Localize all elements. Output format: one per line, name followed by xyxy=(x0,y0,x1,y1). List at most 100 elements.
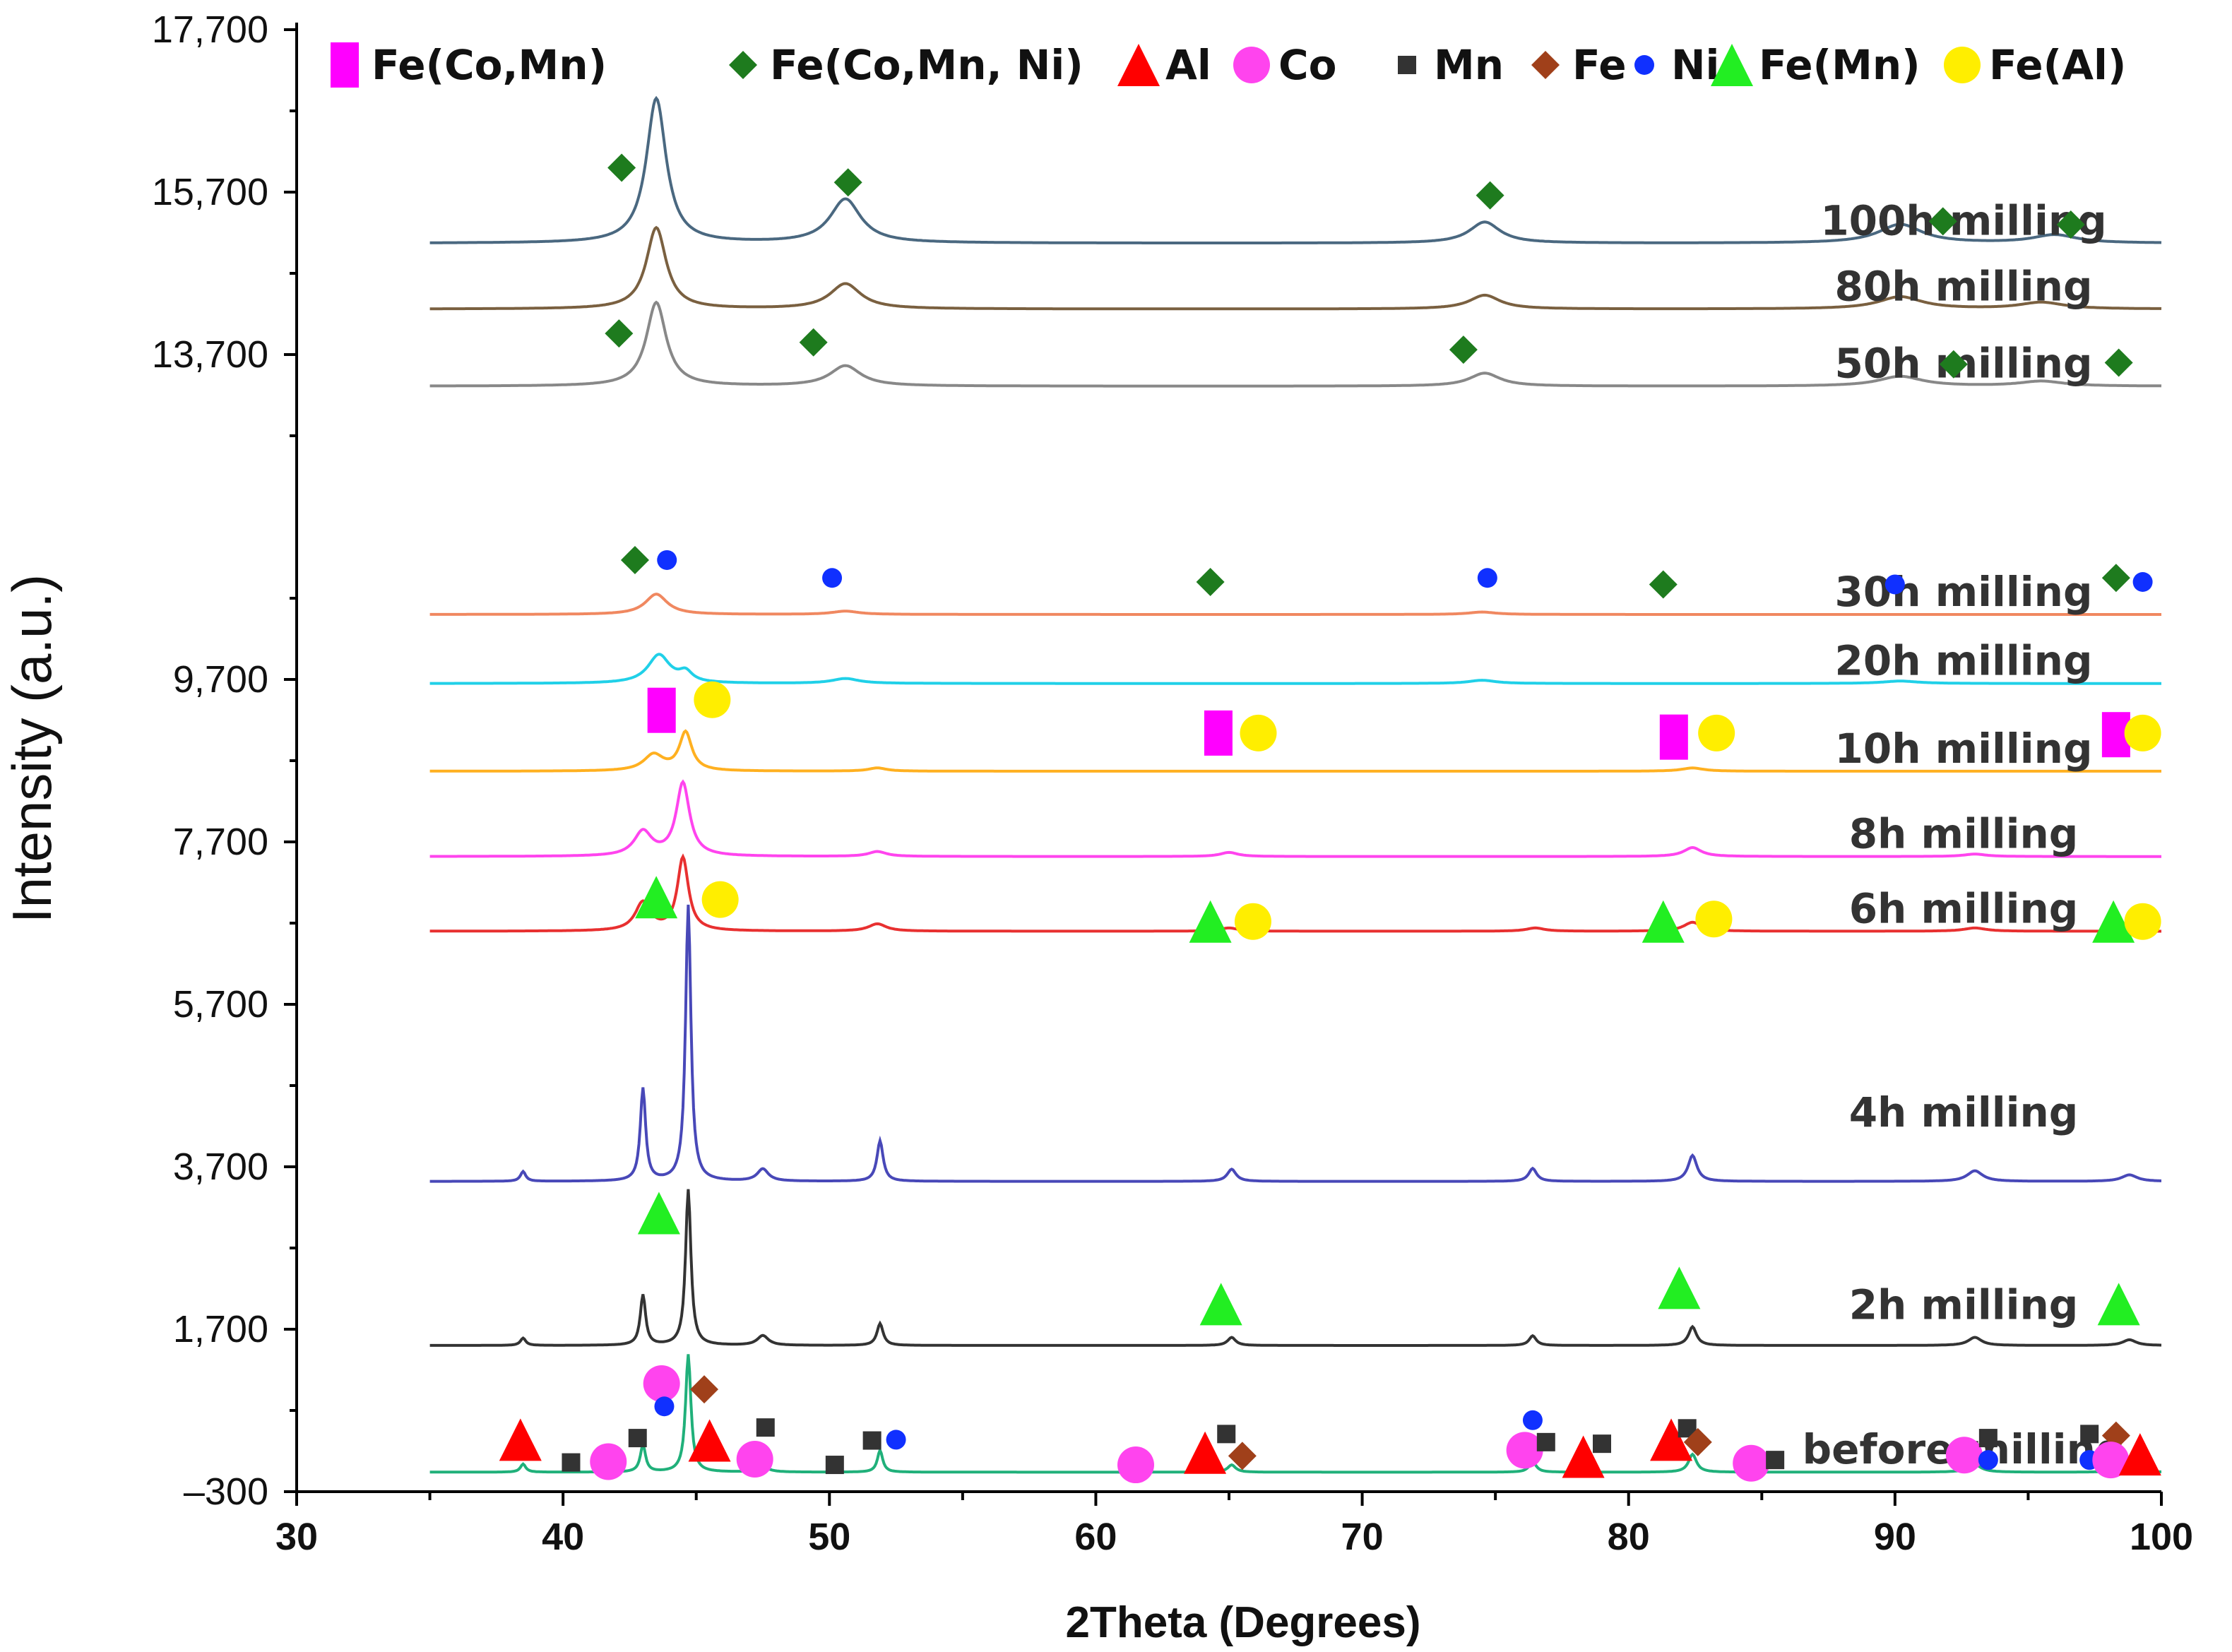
circle-marker xyxy=(1698,714,1735,751)
legend-entry: Fe(Co,Mn) xyxy=(372,41,607,89)
circle-marker xyxy=(643,1365,680,1403)
dot-marker xyxy=(1522,1410,1543,1430)
y-tick-label: 9,700 xyxy=(173,658,268,701)
dot-marker xyxy=(1978,1450,1998,1470)
square-marker xyxy=(628,1429,647,1448)
triangle-marker xyxy=(2092,900,2135,943)
series-label: 4h milling xyxy=(1849,1088,2079,1136)
legend-entry: Ni xyxy=(1671,41,1719,89)
triangle-marker xyxy=(2118,1433,2161,1476)
triangle-marker xyxy=(1650,1418,1693,1461)
triangle-marker xyxy=(1658,1266,1701,1309)
circle-marker xyxy=(2092,1442,2130,1479)
circle-marker xyxy=(1695,901,1733,938)
diamond-marker xyxy=(1939,350,1968,379)
x-tick-label: 70 xyxy=(1341,1516,1384,1558)
triangle-marker xyxy=(499,1418,542,1461)
triangle-marker xyxy=(688,1419,731,1462)
square-marker xyxy=(1217,1425,1236,1444)
x-tick-label: 50 xyxy=(808,1516,850,1558)
series-line xyxy=(429,729,2161,773)
legend-marker xyxy=(1398,56,1416,74)
legend-entry: Mn xyxy=(1434,41,1504,89)
legend-entry: Fe xyxy=(1572,41,1627,89)
y-tick-label: 3,700 xyxy=(173,1146,268,1188)
legend-marker xyxy=(729,51,757,79)
y-tick-label: 5,700 xyxy=(173,983,268,1026)
phase-markers xyxy=(499,153,2161,1484)
triangle-marker xyxy=(1642,900,1685,943)
square-marker xyxy=(2080,1425,2099,1444)
diamond-marker xyxy=(2104,348,2133,377)
circle-marker xyxy=(1234,903,1271,940)
y-tick-label: 13,700 xyxy=(152,333,268,376)
series-label: 2h milling xyxy=(1849,1281,2079,1329)
dot-marker xyxy=(654,1396,675,1417)
diamond-marker xyxy=(620,545,649,574)
legend-marker xyxy=(1233,47,1270,83)
triangle-marker xyxy=(1199,1283,1242,1326)
legend-entry: Fe(Co,Mn, Ni) xyxy=(770,41,1084,89)
diamond-marker xyxy=(607,153,636,182)
y-tick-label: 7,700 xyxy=(173,821,268,863)
diamond-marker xyxy=(1649,570,1678,599)
legend: Fe(Co,Mn) Fe(Co,Mn, Ni) Al Co Mn Fe Ni Fe(Mn) Fe… xyxy=(331,41,2126,89)
x-tick-label: 30 xyxy=(275,1516,318,1558)
series-line xyxy=(429,225,2162,311)
diffraction-curves xyxy=(429,95,2162,1474)
diamond-marker xyxy=(833,168,862,197)
x-tick-label: 100 xyxy=(2130,1516,2193,1558)
series-label: 100h milling xyxy=(1820,196,2106,244)
triangle-marker xyxy=(1184,1431,1227,1474)
diamond-marker xyxy=(605,319,634,348)
y-tick-label: 1,700 xyxy=(173,1308,268,1350)
legend-marker xyxy=(331,42,359,88)
rect-marker xyxy=(647,687,676,733)
diamond-marker xyxy=(2056,210,2085,239)
y-axis-label: Intensity (a.u.) xyxy=(1,574,63,923)
diamond-marker xyxy=(1228,1442,1257,1470)
legend-entry: Co xyxy=(1278,41,1336,89)
y-tick-label: 15,700 xyxy=(152,171,268,213)
legend-entry: Fe(Al) xyxy=(1989,41,2126,89)
circle-marker xyxy=(1506,1432,1543,1469)
diamond-marker xyxy=(1928,207,1957,236)
series-line xyxy=(429,904,2161,1183)
axes: –300 1,700 3,700 5,700 7,700 9,700 13,700 15,70… xyxy=(152,8,2193,1558)
diamond-marker xyxy=(1476,181,1504,210)
series-label: 8h milling xyxy=(1849,810,2079,858)
triangle-marker xyxy=(1562,1435,1605,1478)
dot-marker xyxy=(1884,574,1905,595)
square-marker xyxy=(756,1418,775,1437)
square-marker xyxy=(1766,1451,1785,1470)
series-line xyxy=(429,1354,2161,1474)
diamond-marker xyxy=(2101,564,2130,593)
square-marker xyxy=(825,1456,844,1475)
triangle-marker xyxy=(637,1192,680,1235)
rect-marker xyxy=(1659,714,1688,760)
triangle-marker xyxy=(2097,1283,2140,1326)
square-marker xyxy=(862,1431,881,1450)
legend-entry: Al xyxy=(1165,41,1211,89)
series-line xyxy=(429,95,2162,244)
series-line xyxy=(429,853,2161,933)
circle-marker xyxy=(590,1443,627,1480)
x-tick-label: 90 xyxy=(1874,1516,1916,1558)
diamond-marker xyxy=(799,328,828,357)
dot-marker xyxy=(657,549,677,570)
square-marker xyxy=(562,1453,581,1472)
circle-marker xyxy=(1240,714,1277,751)
circle-marker xyxy=(736,1441,773,1478)
triangle-marker xyxy=(635,876,678,919)
x-tick-label: 80 xyxy=(1608,1516,1650,1558)
dot-marker xyxy=(822,568,843,588)
legend-marker xyxy=(1117,44,1160,86)
circle-marker xyxy=(701,881,739,918)
series-line xyxy=(429,1189,2161,1347)
legend-marker xyxy=(1944,47,1981,83)
series-line xyxy=(429,300,2162,388)
legend-marker xyxy=(1634,55,1654,75)
circle-marker xyxy=(694,681,731,718)
